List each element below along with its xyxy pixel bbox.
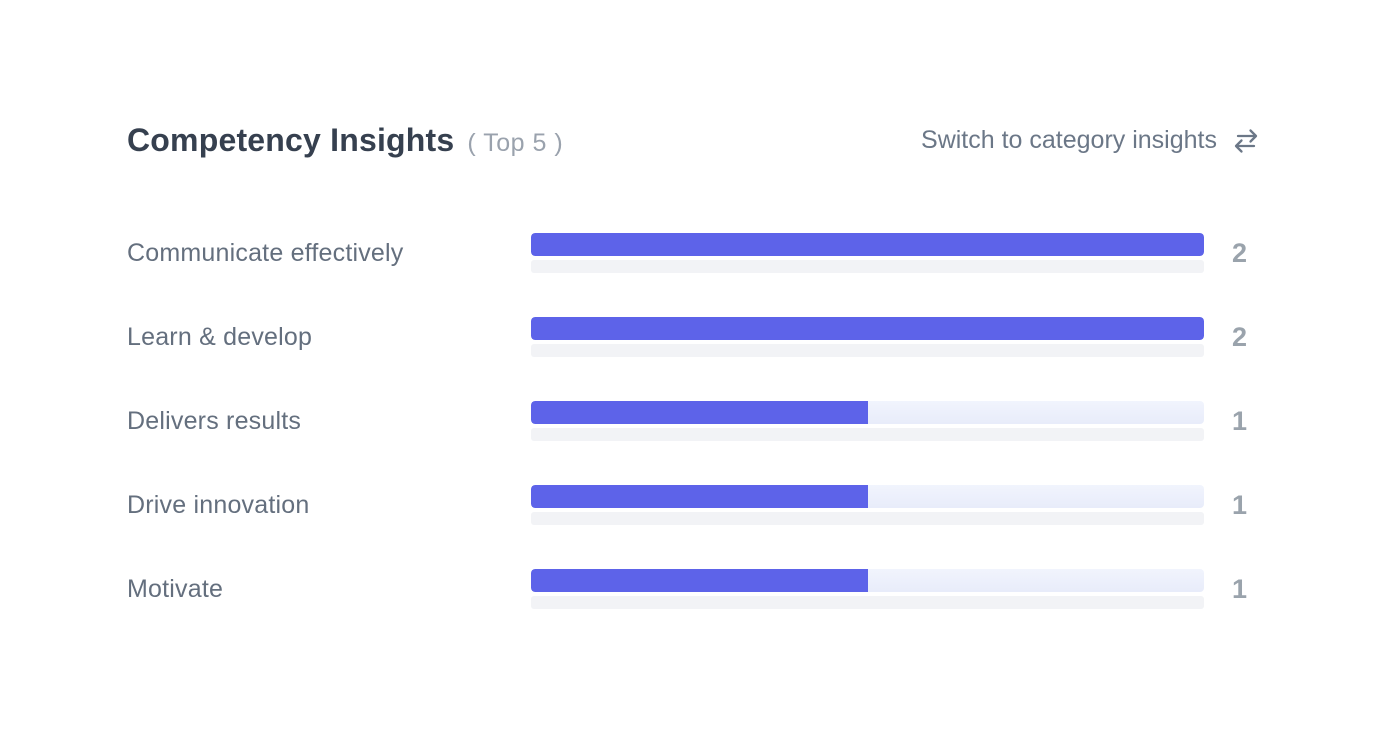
competency-label: Drive innovation (127, 490, 310, 519)
bar-shadow-strip (531, 260, 1204, 273)
competency-row: Communicate effectively 2 (127, 233, 1262, 273)
bar-fill (531, 401, 868, 424)
page-title: Competency Insights (127, 122, 455, 158)
switch-link-label: Switch to category insights (921, 126, 1217, 154)
competency-value: 1 (1232, 405, 1248, 436)
bar-track (531, 569, 1204, 592)
bar-fill (531, 569, 868, 592)
competency-value: 2 (1232, 321, 1248, 352)
competency-row: Drive innovation 1 (127, 485, 1262, 525)
bar-shadow-strip (531, 512, 1204, 525)
title-group: Competency Insights ( Top 5 ) (127, 122, 563, 159)
bar-group (531, 485, 1204, 525)
swap-horizontal-arrows-icon (1230, 127, 1262, 155)
competency-row: Motivate 1 (127, 569, 1262, 609)
competency-rows: Communicate effectively 2 Learn & develo… (127, 233, 1262, 609)
competency-label: Communicate effectively (127, 238, 404, 267)
bar-group (531, 317, 1204, 357)
competency-value: 1 (1232, 573, 1248, 604)
competency-label: Motivate (127, 574, 224, 603)
bar-shadow-strip (531, 596, 1204, 609)
bar-fill (531, 485, 868, 508)
bar-fill (531, 233, 1204, 256)
bar-group (531, 233, 1204, 273)
competency-insights-panel: Competency Insights ( Top 5 ) Switch to … (127, 122, 1262, 609)
panel-header: Competency Insights ( Top 5 ) Switch to … (127, 122, 1262, 159)
bar-track (531, 485, 1204, 508)
page-subtitle: ( Top 5 ) (467, 129, 564, 157)
bar-track (531, 317, 1204, 340)
bar-shadow-strip (531, 344, 1204, 357)
competency-value: 1 (1232, 489, 1248, 520)
switch-to-category-insights-link[interactable]: Switch to category insights (921, 126, 1262, 155)
competency-row: Delivers results 1 (127, 401, 1262, 441)
bar-group (531, 569, 1204, 609)
bar-track (531, 401, 1204, 424)
competency-row: Learn & develop 2 (127, 317, 1262, 357)
competency-value: 2 (1232, 237, 1248, 268)
bar-track (531, 233, 1204, 256)
bar-fill (531, 317, 1204, 340)
bar-group (531, 401, 1204, 441)
bar-shadow-strip (531, 428, 1204, 441)
competency-label: Learn & develop (127, 322, 313, 351)
competency-label: Delivers results (127, 406, 302, 435)
